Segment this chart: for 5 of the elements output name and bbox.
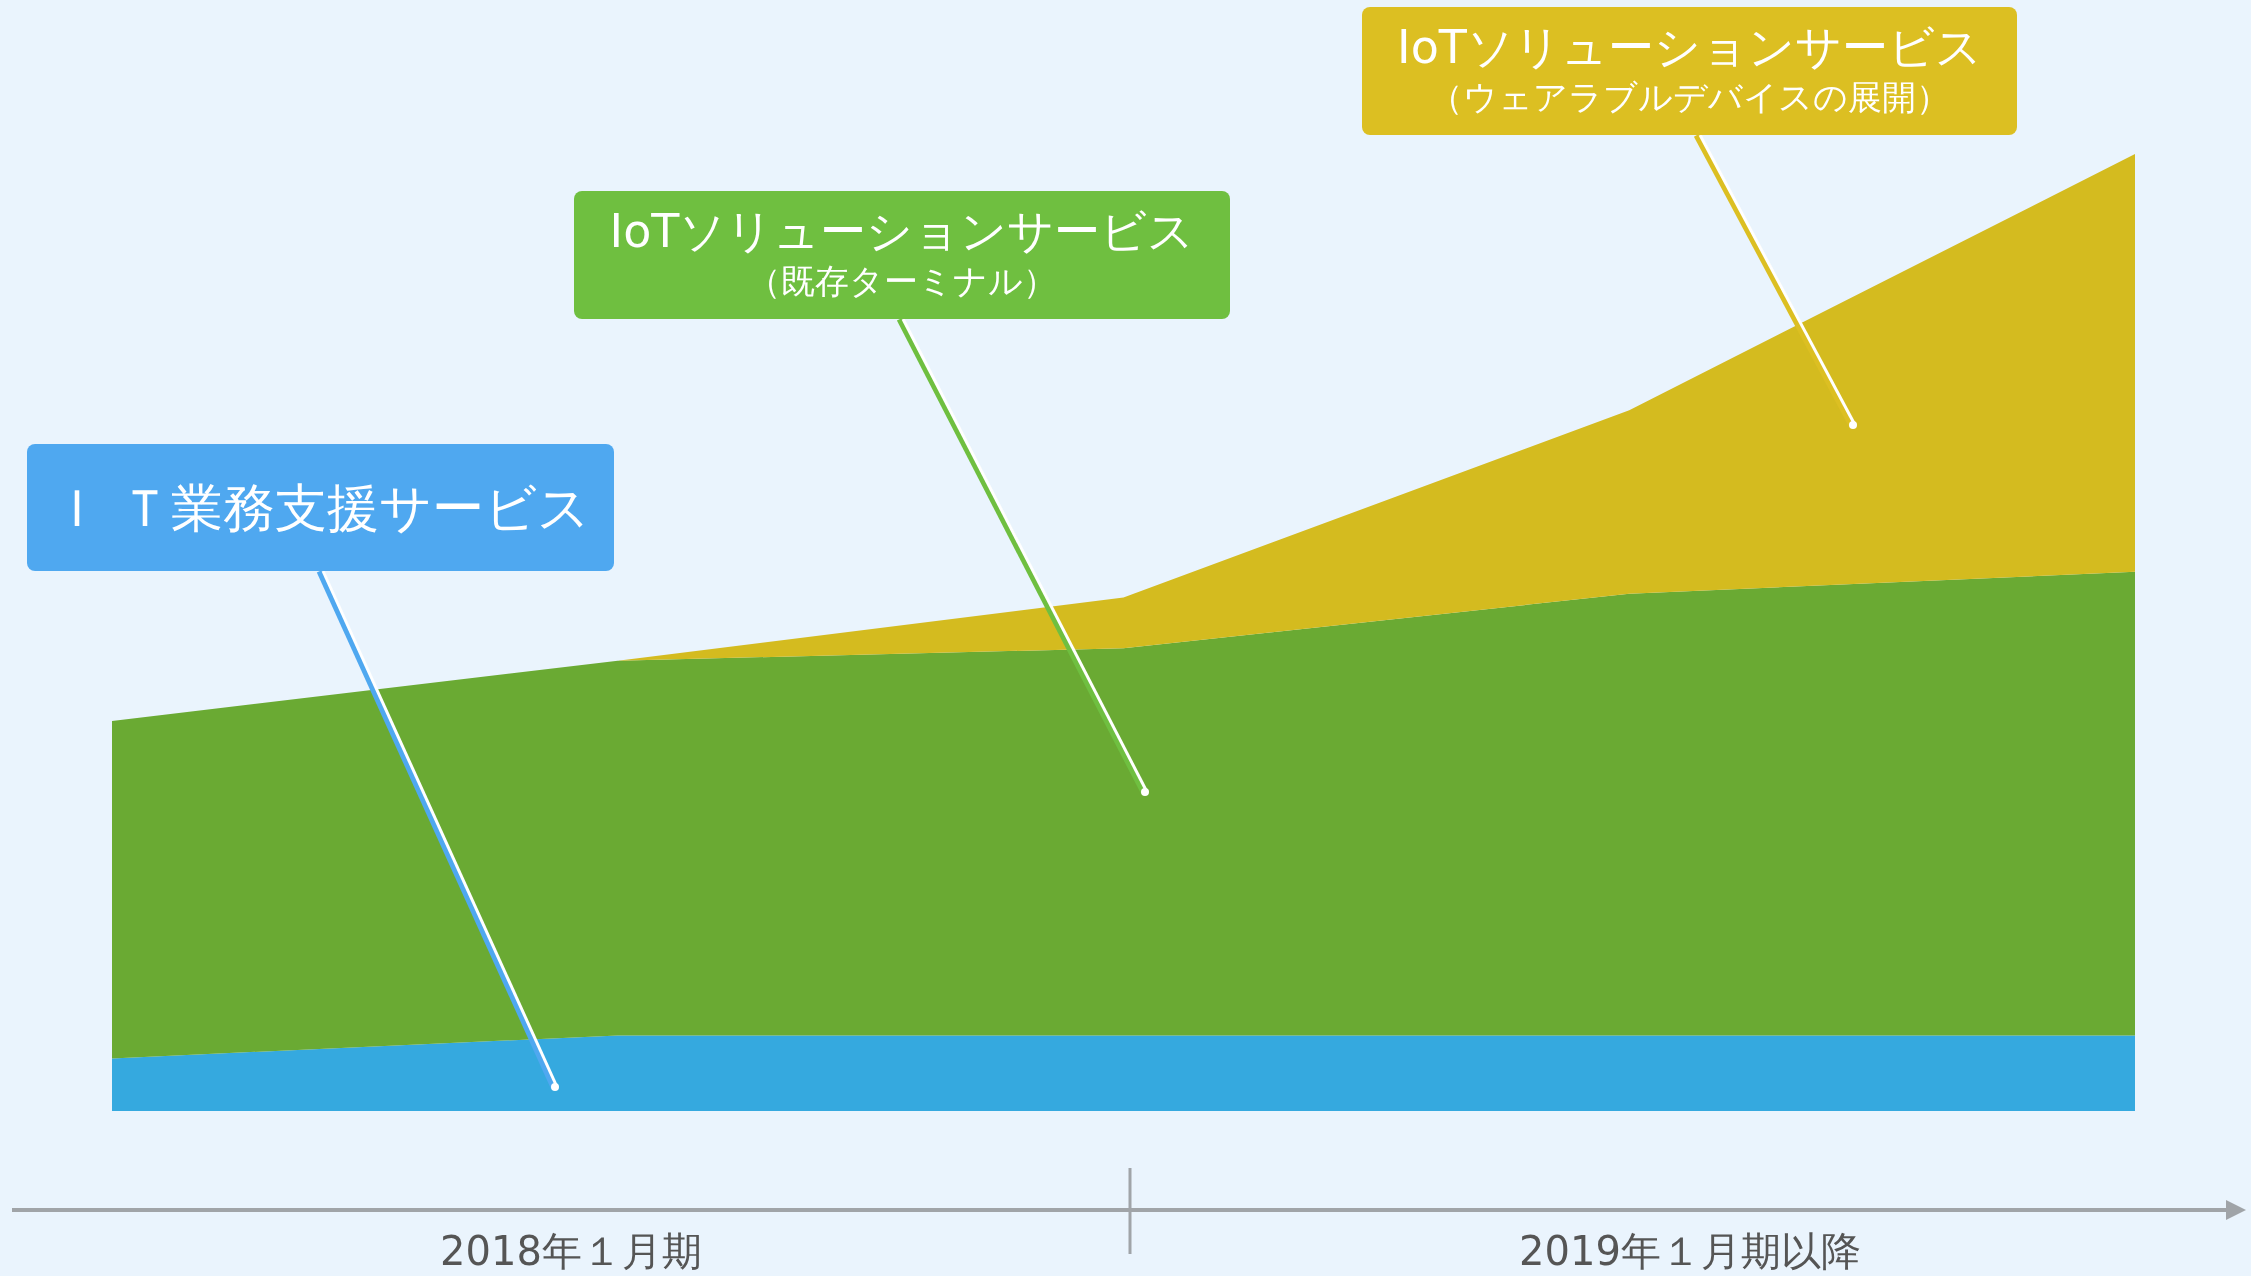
text: IoTソリューションサービス（ウェアラブルデバイスの展開） [1397,20,1982,117]
text: Ｉ Ｔ業務支援サービス [50,477,591,538]
text: 2019年１月期以降 [1519,1228,1861,1274]
text: 2018年１月期 [440,1228,702,1274]
text: IoTソリューションサービス（既存ターミナル） [609,204,1195,301]
